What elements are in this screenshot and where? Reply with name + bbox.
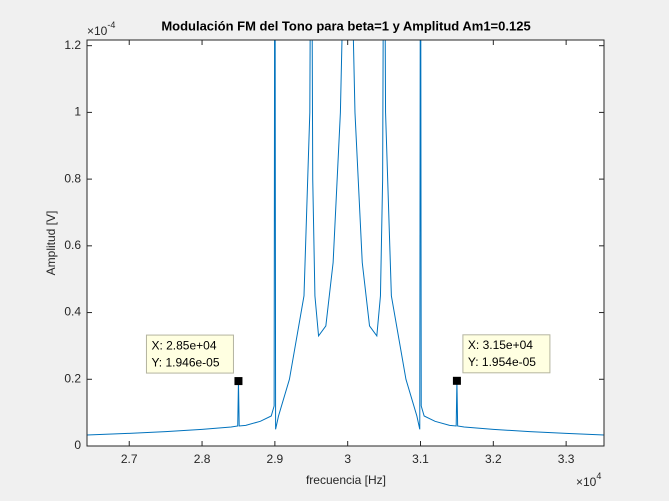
x-multiplier: ×104	[576, 471, 601, 489]
y-tick-label: 1.2	[64, 38, 81, 52]
y-tick-label: 0.6	[64, 238, 81, 252]
datatip-y: Y: 1.946e-05	[151, 355, 219, 369]
datatip-marker	[234, 377, 243, 386]
y-multiplier-base: ×10	[87, 24, 108, 38]
datatip-x: X: 2.85e+04	[151, 338, 216, 352]
plot-area	[87, 40, 604, 446]
x-tick-label: 2.7	[121, 452, 138, 466]
datatip-x: X: 3.15e+04	[468, 338, 533, 352]
y-tick-label: 1	[74, 105, 81, 119]
x-tick-label: 3.1	[412, 452, 429, 466]
datatip-marker	[452, 376, 461, 385]
y-multiplier: ×10-4	[87, 20, 115, 38]
x-axis-label: frecuencia [Hz]	[306, 473, 386, 487]
x-tick-label: 3.3	[558, 452, 575, 466]
datatip-box	[145, 334, 234, 374]
chart-title: Modulación FM del Tono para beta=1 y Amp…	[161, 18, 530, 33]
x-tick-label: 2.8	[194, 452, 211, 466]
x-tick-label: 3	[344, 452, 351, 466]
x-tick-label: 2.9	[267, 452, 284, 466]
datatip-y: Y: 1.954e-05	[468, 355, 536, 369]
y-tick-label: 0.4	[64, 305, 81, 319]
y-tick-label: 0.8	[64, 171, 81, 185]
y-multiplier-exponent: -4	[107, 20, 115, 30]
y-tick-label: 0.2	[64, 371, 81, 385]
x-multiplier-exponent: 4	[596, 471, 601, 481]
datatip-box	[462, 334, 551, 374]
axes-box	[86, 39, 605, 447]
y-tick-label: 0	[74, 438, 81, 452]
x-multiplier-base: ×10	[576, 475, 597, 489]
x-tick-label: 3.2	[485, 452, 502, 466]
line-series	[87, 40, 604, 436]
y-axis-label: Amplitud [V]	[44, 211, 58, 276]
